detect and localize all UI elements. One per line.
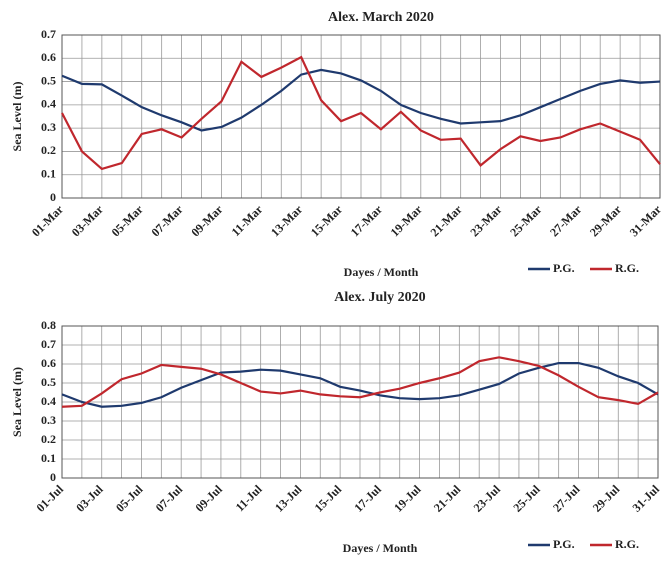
y-tick-label: 0.4 (41, 394, 56, 408)
x-tick-label: 11-Mar (229, 202, 266, 239)
x-axis-label: Dayes / Month (343, 541, 418, 555)
x-tick-label: 15-Mar (308, 202, 346, 240)
chart-title: Alex. July 2020 (334, 290, 425, 305)
data-line (61, 356, 659, 408)
y-tick-label: 0.3 (41, 413, 56, 427)
legend-label: P.G. (553, 261, 575, 275)
x-tick-label: 31-Mar (627, 202, 663, 240)
x-tick-label: 09-Mar (188, 202, 226, 240)
x-tick-label: 07-Jul (153, 482, 186, 515)
x-tick-label: 25-Mar (507, 202, 545, 240)
y-tick-label: 0.4 (41, 97, 56, 111)
x-tick-label: 19-Jul (391, 482, 424, 515)
y-tick-label: 0.8 (41, 318, 56, 332)
x-tick-label: 03-Jul (73, 482, 106, 515)
x-tick-label: 03-Mar (69, 202, 107, 240)
y-tick-label: 0.5 (41, 73, 56, 87)
x-tick-label: 27-Jul (550, 482, 583, 515)
x-tick-label: 11-Jul (233, 482, 266, 515)
legend-label: R.G. (615, 261, 639, 275)
y-tick-label: 0 (50, 190, 56, 204)
x-axis-label: Dayes / Month (344, 265, 419, 279)
legend-label: P.G. (553, 537, 575, 551)
y-tick-label: 0.7 (41, 337, 56, 351)
x-tick-label: 23-Mar (467, 202, 505, 240)
x-tick-label: 25-Jul (510, 482, 543, 515)
x-tick-label: 07-Mar (148, 202, 186, 240)
x-tick-label: 29-Mar (587, 202, 625, 240)
x-tick-label: 17-Mar (348, 202, 386, 240)
data-line (61, 361, 659, 408)
x-tick-label: 21-Mar (427, 202, 465, 240)
x-tick-label: 23-Jul (471, 482, 504, 515)
x-tick-label: 15-Jul (312, 482, 345, 515)
y-tick-label: 0.5 (41, 375, 56, 389)
y-axis-label: Sea Level (m) (10, 82, 24, 152)
x-tick-label: 29-Jul (590, 482, 623, 515)
y-tick-label: 0.3 (41, 120, 56, 134)
y-tick-label: 0.2 (41, 143, 56, 157)
y-tick-label: 0.7 (41, 27, 56, 41)
plot-frame (61, 325, 659, 479)
x-tick-label: 19-Mar (388, 202, 426, 240)
x-tick-label: 31-Jul (630, 482, 663, 515)
x-tick-label: 05-Mar (109, 202, 147, 240)
y-tick-label: 0.1 (41, 451, 56, 465)
y-tick-label: 0 (50, 470, 56, 484)
x-tick-label: 01-Mar (29, 202, 67, 240)
y-tick-label: 0.2 (41, 432, 56, 446)
data-line (61, 68, 661, 132)
y-tick-label: 0.1 (41, 166, 56, 180)
x-tick-label: 27-Mar (547, 202, 585, 240)
plot-frame (61, 34, 661, 199)
y-tick-label: 0.6 (41, 356, 56, 370)
y-tick-label: 0.6 (41, 50, 56, 64)
data-line (61, 55, 661, 171)
x-tick-label: 05-Jul (113, 482, 146, 515)
x-tick-label: 17-Jul (351, 482, 384, 515)
x-tick-label: 09-Jul (192, 482, 225, 515)
x-tick-label: 21-Jul (431, 482, 464, 515)
chart-title: Alex. March 2020 (328, 10, 434, 25)
legend-label: R.G. (615, 537, 639, 551)
x-tick-label: 13-Mar (268, 202, 306, 240)
y-axis-label: Sea Level (m) (10, 367, 24, 437)
x-tick-label: 13-Jul (272, 482, 305, 515)
x-tick-label: 01-Jul (34, 482, 67, 515)
